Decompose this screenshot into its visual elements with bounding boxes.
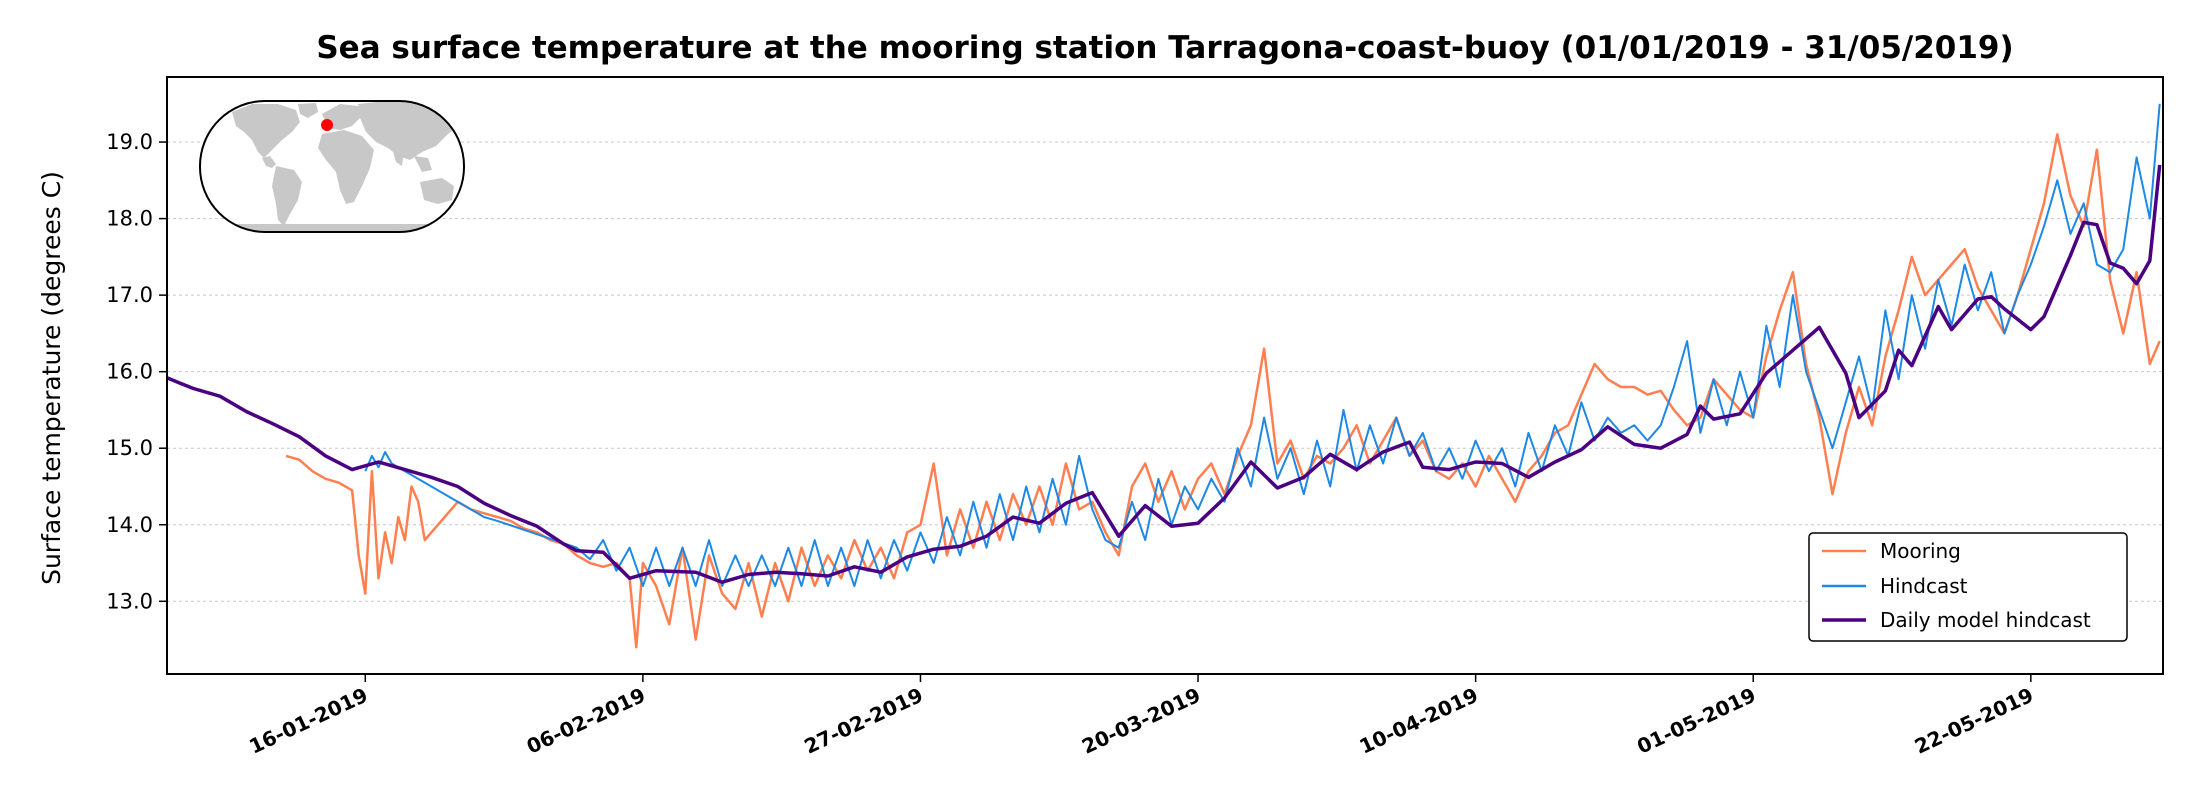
y-tick-label: 19.0 <box>106 130 153 154</box>
y-axis: 13.0 14.0 15.0 16.0 17.0 18.0 19.0 <box>106 130 167 613</box>
y-tick-label: 16.0 <box>106 360 153 384</box>
x-axis: 16-01-2019 06-02-2019 27-02-2019 20-03-2019… <box>245 674 2037 759</box>
x-tick-label: 27-02-2019 <box>800 683 926 759</box>
chart-title: Sea surface temperature at the mooring s… <box>316 30 2013 66</box>
legend-label-daily-model-hindcast: Daily model hindcast <box>1880 608 2091 632</box>
x-tick-label: 16-01-2019 <box>245 683 371 759</box>
series-line-hindcast <box>364 103 2161 587</box>
legend-box <box>1808 532 2128 642</box>
y-tick-label: 17.0 <box>106 283 153 307</box>
plot-frame <box>166 76 2164 675</box>
series-line-daily-model-hindcast <box>167 164 2162 584</box>
y-tick-label: 15.0 <box>106 436 153 460</box>
y-tick-label: 18.0 <box>106 207 153 231</box>
x-tick-label: 10-04-2019 <box>1356 683 1482 759</box>
world-map-inset <box>199 100 465 233</box>
station-marker <box>321 119 333 131</box>
legend-label-hindcast: Hindcast <box>1880 574 1968 598</box>
series-lines <box>167 103 2162 649</box>
y-tick-label: 14.0 <box>106 513 153 537</box>
legend-label-mooring: Mooring <box>1880 539 1961 563</box>
grid-lines <box>167 141 2163 602</box>
y-tick-label: 13.0 <box>106 589 153 613</box>
x-tick-label: 01-05-2019 <box>1633 683 1759 759</box>
y-axis-label: Surface temperature (degrees C) <box>37 171 66 585</box>
map-frame <box>199 100 465 233</box>
x-tick-label: 22-05-2019 <box>1911 683 2037 759</box>
x-tick-label: 06-02-2019 <box>523 683 649 759</box>
legend: Mooring Hindcast Daily model hindcast <box>1808 532 2128 642</box>
x-tick-label: 20-03-2019 <box>1078 683 1204 759</box>
